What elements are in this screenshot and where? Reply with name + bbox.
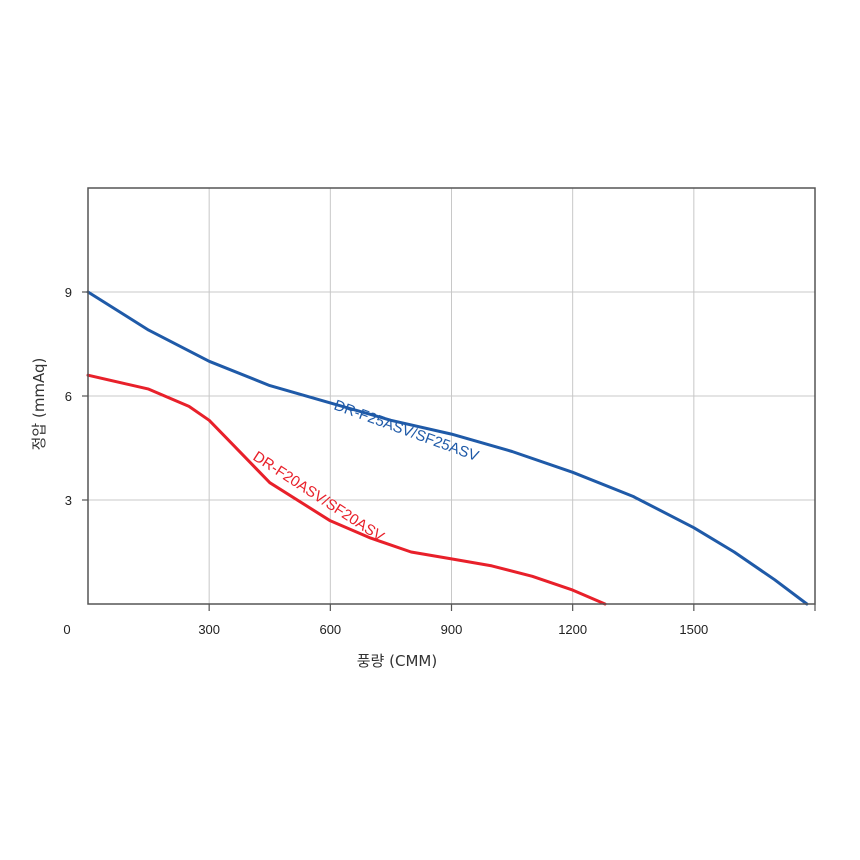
series-label-f25: DR-F25ASV/SF25ASV [332,397,481,465]
tick-marks [82,291,816,611]
tick-labels: 300 600 900 1200 1500 3 6 9 [65,285,709,637]
y-tick-label: 9 [65,285,72,300]
x-tick-label: 900 [441,622,463,637]
x-tick-label: 600 [319,622,341,637]
series-line-1 [86,373,607,606]
x-tick-label: 1200 [558,622,587,637]
y-axis-title: 정압 (mmAq) [30,358,48,451]
series-lines [86,290,809,606]
series-line-0 [86,290,809,606]
y-tick-label: 3 [65,493,72,508]
series-label-f20: DR-F20ASV/SF20ASV [250,448,387,545]
x-tick-label: 1500 [679,622,708,637]
origin-label: 0 [63,622,70,637]
x-axis-title: 풍량 (CMM) [357,652,437,670]
y-tick-label: 6 [65,389,72,404]
x-tick-label: 300 [198,622,220,637]
grid [88,188,816,604]
